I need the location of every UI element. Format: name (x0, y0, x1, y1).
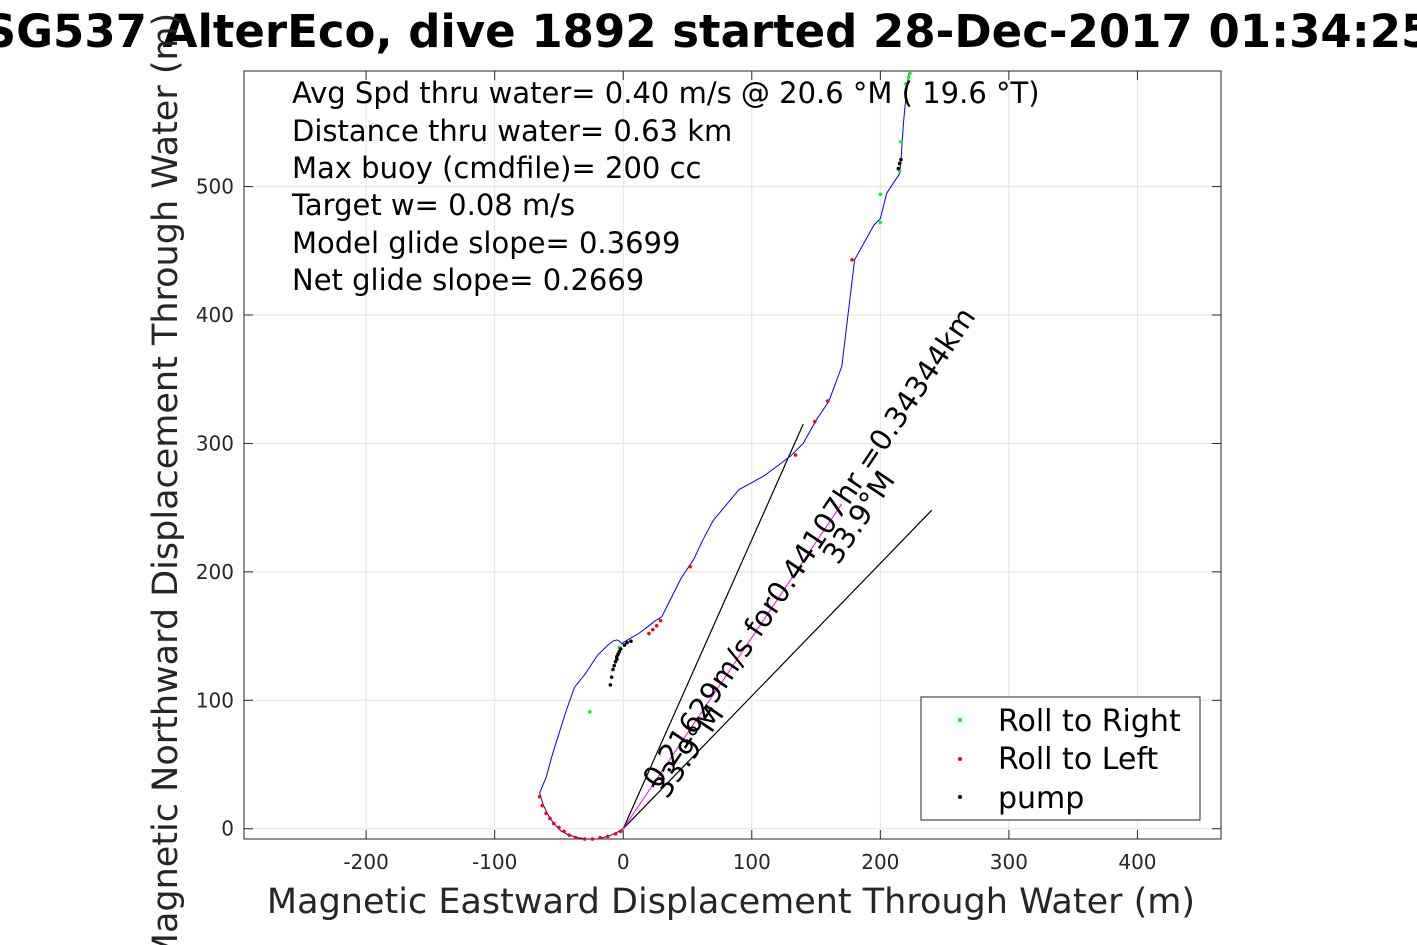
annotation-block: Avg Spd thru water= 0.40 m/s @ 20.6 °M (… (291, 76, 1040, 297)
legend-marker-roll-left (958, 757, 962, 761)
points (537, 71, 912, 841)
point-pump (629, 639, 633, 644)
x-axis-label: Magnetic Eastward Displacement Through W… (267, 882, 1195, 922)
y-tick-label: 500 (196, 175, 234, 199)
point-pump (612, 663, 617, 668)
annotation-avg-speed: Avg Spd thru water= 0.40 m/s @ 20.6 °M (… (292, 76, 1040, 110)
x-tick-label: 200 (861, 850, 899, 874)
y-tick-label: 400 (196, 303, 234, 327)
ticks: -200 -100 0 100 200 300 400 0 100 200 300 400 500 (196, 71, 1221, 874)
legend-marker-roll-right (958, 718, 962, 722)
point-roll-to-left (650, 627, 655, 632)
point-roll-to-left (647, 631, 651, 636)
legend-label-roll-left: Roll to Left (998, 742, 1158, 777)
point-roll-to-left (793, 453, 798, 457)
point-pump (609, 675, 614, 679)
y-axis-label: Magnetic Northward Displacement Through … (146, 13, 186, 945)
legend-label-roll-right: Roll to Right (998, 704, 1181, 739)
point-roll-to-left (537, 794, 542, 799)
point-roll-to-left (850, 257, 854, 262)
annotation-model-glide: Model glide slope= 0.3699 (292, 226, 680, 260)
point-pump (622, 643, 627, 647)
legend: Roll to Right Roll to Left pump (920, 696, 1201, 821)
reference-lines (622, 423, 933, 830)
legend-marker-pump (958, 795, 962, 799)
y-tick-label: 100 (196, 688, 234, 712)
x-tick-label: 300 (990, 850, 1028, 874)
point-roll-to-right (878, 192, 883, 197)
point-roll-to-right (904, 82, 908, 86)
point-roll-to-left (562, 829, 566, 834)
x-tick-label: 100 (733, 850, 771, 874)
y-tick-label: 200 (196, 560, 234, 584)
point-pump (618, 647, 623, 651)
point-roll-to-left (688, 564, 692, 569)
current-vector-line (622, 503, 843, 830)
x-tick-label: -200 (343, 850, 388, 874)
point-roll-to-left (567, 833, 572, 837)
point-pump (896, 166, 901, 171)
point-pump (611, 667, 615, 672)
point-pump (625, 640, 629, 645)
point-roll-to-left (598, 835, 602, 840)
point-roll-to-left (590, 837, 595, 841)
point-pump (899, 157, 903, 162)
point-roll-to-right (588, 710, 592, 714)
point-roll-to-left (618, 829, 623, 834)
x-tick-label: 400 (1118, 850, 1156, 874)
x-tick-label: -100 (472, 850, 517, 874)
point-roll-to-right (878, 220, 883, 225)
bound-line (622, 509, 933, 830)
point-roll-to-left (582, 837, 587, 841)
annotation-target-w: Target w= 0.08 m/s (291, 188, 575, 222)
bound-line (622, 423, 804, 829)
point-roll-to-left (548, 816, 552, 821)
annotation-max-buoy: Max buoy (cmdfile)= 200 cc (292, 151, 701, 185)
point-roll-to-left (654, 624, 659, 628)
point-roll-to-left (613, 832, 618, 836)
axes-box (243, 70, 1222, 840)
point-roll-to-right (899, 139, 903, 144)
point-pump (897, 161, 902, 166)
point-roll-to-right (906, 75, 911, 80)
point-roll-to-left (658, 618, 663, 623)
chart-title: SG537 AlterEco, dive 1892 started 28-Dec… (0, 5, 1417, 58)
point-roll-to-left (825, 399, 830, 403)
annotation-distance: Distance thru water= 0.63 km (292, 114, 732, 148)
legend-label-pump: pump (998, 781, 1084, 816)
point-roll-to-left (540, 803, 545, 808)
point-roll-to-left (573, 835, 578, 840)
point-roll-to-right (908, 71, 912, 76)
y-tick-label: 0 (221, 817, 234, 841)
annotation-net-glide: Net glide slope= 0.2669 (292, 263, 644, 297)
point-roll-to-left (606, 834, 610, 839)
grid (244, 71, 1221, 839)
y-tick-label: 300 (196, 431, 234, 455)
point-roll-to-left (557, 825, 561, 830)
point-roll-to-left (812, 419, 817, 424)
x-tick-label: 0 (617, 850, 630, 874)
point-roll-to-left (552, 821, 556, 826)
point-pump (615, 657, 619, 662)
point-roll-to-left (544, 811, 548, 816)
legend-box (920, 696, 1201, 821)
point-pump (608, 683, 613, 687)
